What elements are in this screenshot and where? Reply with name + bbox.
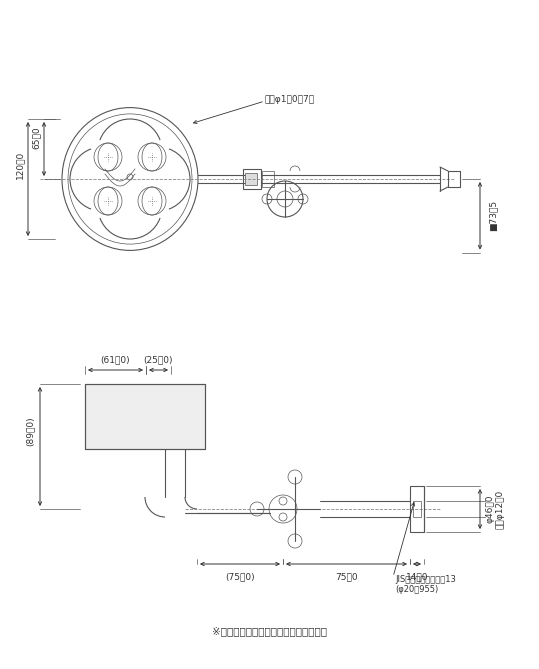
Text: ■73．5: ■73．5	[488, 199, 497, 231]
Text: φ46．0: φ46．0	[486, 495, 495, 523]
Text: 75．0: 75．0	[335, 572, 358, 581]
Text: 穴径φ1．0－7穴: 穴径φ1．0－7穴	[265, 94, 315, 104]
Bar	[413, 501, 421, 517]
Text: (φ20．955): (φ20．955)	[395, 585, 438, 593]
Bar	[85, 384, 205, 449]
Text: ※１：（　）内寸法は参考寸法である。: ※１：（ ）内寸法は参考寸法である。	[212, 626, 328, 636]
Text: 14．0: 14．0	[406, 572, 429, 581]
Bar	[243, 169, 261, 189]
Bar	[410, 486, 424, 532]
Bar	[262, 171, 274, 187]
Text: 120．0: 120．0	[16, 151, 24, 179]
Text: 内径φ12．0: 内径φ12．0	[496, 490, 505, 529]
Text: JIS給水栖取付ねじ、13: JIS給水栖取付ねじ、13	[395, 575, 456, 583]
Bar	[85, 384, 205, 449]
Bar	[245, 173, 257, 185]
Text: 65．0: 65．0	[31, 126, 40, 149]
Text: (25．0): (25．0)	[144, 355, 173, 364]
Text: (75．0): (75．0)	[225, 572, 255, 581]
Text: (89．0): (89．0)	[25, 417, 34, 446]
Text: (61．0): (61．0)	[101, 355, 130, 364]
